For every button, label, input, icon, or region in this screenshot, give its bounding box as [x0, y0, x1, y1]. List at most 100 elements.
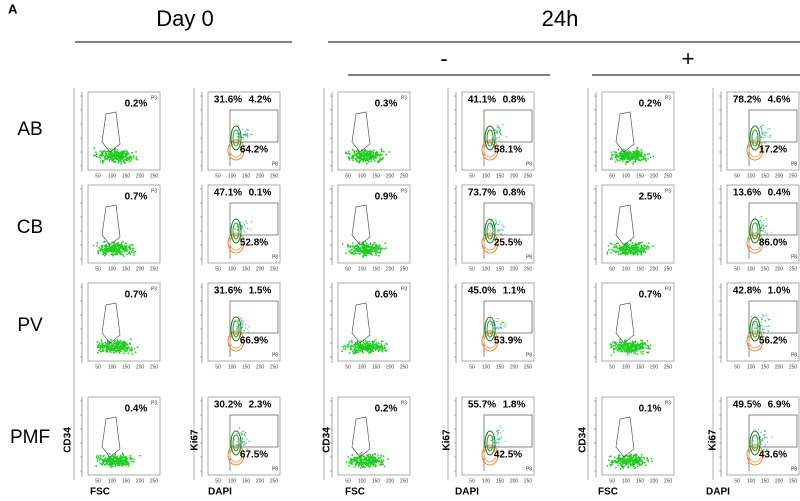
event-dot — [615, 152, 617, 154]
axis-label: Ki67 — [190, 429, 201, 451]
event-dot — [358, 161, 360, 163]
event-dot — [241, 434, 242, 435]
event-dot — [642, 353, 644, 355]
event-dot — [632, 252, 634, 254]
event-dot — [113, 153, 115, 155]
event-dot — [351, 460, 353, 462]
event-dot — [641, 463, 643, 465]
event-dot — [624, 345, 626, 347]
event-dot — [763, 316, 764, 317]
event-dot — [623, 149, 625, 151]
percentage: 67.5% — [240, 450, 268, 461]
event-dot — [242, 324, 243, 325]
event-dot — [246, 223, 247, 224]
event-dot — [631, 460, 633, 462]
event-dot — [132, 248, 134, 250]
event-dot — [247, 332, 248, 333]
event-dot — [366, 163, 368, 165]
x-tick-label: 250 — [150, 266, 159, 272]
event-dot — [116, 155, 118, 157]
event-dot — [359, 458, 361, 460]
event-dot — [243, 222, 244, 223]
event-dot — [497, 224, 498, 225]
event-dot — [617, 344, 619, 346]
event-dot — [628, 155, 630, 157]
event-dot — [756, 325, 757, 326]
event-dot — [764, 142, 765, 143]
event-dot — [119, 465, 121, 467]
event-dot — [635, 153, 637, 155]
event-dot — [131, 350, 133, 352]
event-dot — [245, 327, 246, 328]
event-dot — [643, 457, 645, 459]
event-dot — [242, 434, 243, 435]
percentage: 6.9% — [768, 400, 791, 411]
event-dot — [612, 341, 614, 343]
event-dot — [96, 455, 98, 457]
event-dot — [377, 454, 379, 456]
event-dot — [375, 252, 377, 254]
x-tick-label: 150 — [122, 478, 131, 484]
event-dot — [619, 454, 621, 456]
event-dot — [763, 132, 764, 133]
percentage: 2.3% — [249, 400, 272, 411]
event-dot — [496, 130, 497, 131]
x-tick-label: 150 — [372, 478, 381, 484]
header: Day 0 — [156, 6, 213, 31]
gate-label: P8 — [791, 254, 797, 260]
event-dot — [653, 155, 655, 157]
event-dot — [117, 162, 119, 164]
x-tick-label: 150 — [761, 266, 770, 272]
percentage: 0.1% — [249, 188, 272, 199]
event-dot — [119, 155, 121, 157]
event-dot — [760, 226, 761, 227]
row-label: PV — [17, 315, 43, 336]
event-dot — [640, 351, 642, 353]
event-dot — [360, 249, 362, 251]
event-dot — [385, 154, 387, 156]
event-dot — [122, 463, 124, 465]
event-dot — [136, 156, 138, 158]
event-dot — [117, 149, 119, 151]
event-dot — [638, 247, 640, 249]
event-dot — [620, 458, 622, 460]
event-dot — [373, 149, 375, 151]
event-dot — [354, 463, 356, 465]
event-dot — [364, 255, 366, 257]
event-dot — [497, 125, 498, 126]
event-dot — [632, 456, 634, 458]
event-dot — [373, 157, 375, 159]
event-dot — [498, 442, 499, 443]
event-dot — [127, 158, 129, 160]
event-dot — [632, 163, 634, 165]
event-dot — [630, 345, 632, 347]
event-dot — [498, 446, 499, 447]
event-dot — [97, 251, 99, 253]
gate-label: P8 — [272, 466, 278, 472]
event-dot — [620, 348, 622, 350]
event-dot — [135, 151, 137, 153]
event-dot — [352, 160, 354, 162]
event-dot — [766, 233, 767, 234]
event-dot — [105, 152, 107, 154]
event-dot — [761, 443, 762, 444]
event-dot — [647, 245, 649, 247]
event-dot — [372, 454, 374, 456]
event-dot — [130, 343, 132, 345]
event-dot — [113, 151, 115, 153]
event-dot — [619, 245, 621, 247]
event-dot — [347, 344, 349, 346]
event-dot — [496, 132, 497, 133]
event-dot — [763, 137, 764, 138]
event-dot — [101, 155, 103, 157]
event-dot — [610, 347, 612, 349]
gate-label: P3 — [665, 400, 671, 406]
axis-label: FSC — [90, 487, 110, 498]
gate-label: P3 — [401, 400, 407, 406]
event-dot — [637, 345, 639, 347]
event-dot — [370, 351, 372, 353]
x-tick-label: 250 — [524, 364, 533, 370]
event-dot — [106, 346, 108, 348]
row-label: AB — [17, 119, 42, 140]
event-dot — [634, 161, 636, 163]
